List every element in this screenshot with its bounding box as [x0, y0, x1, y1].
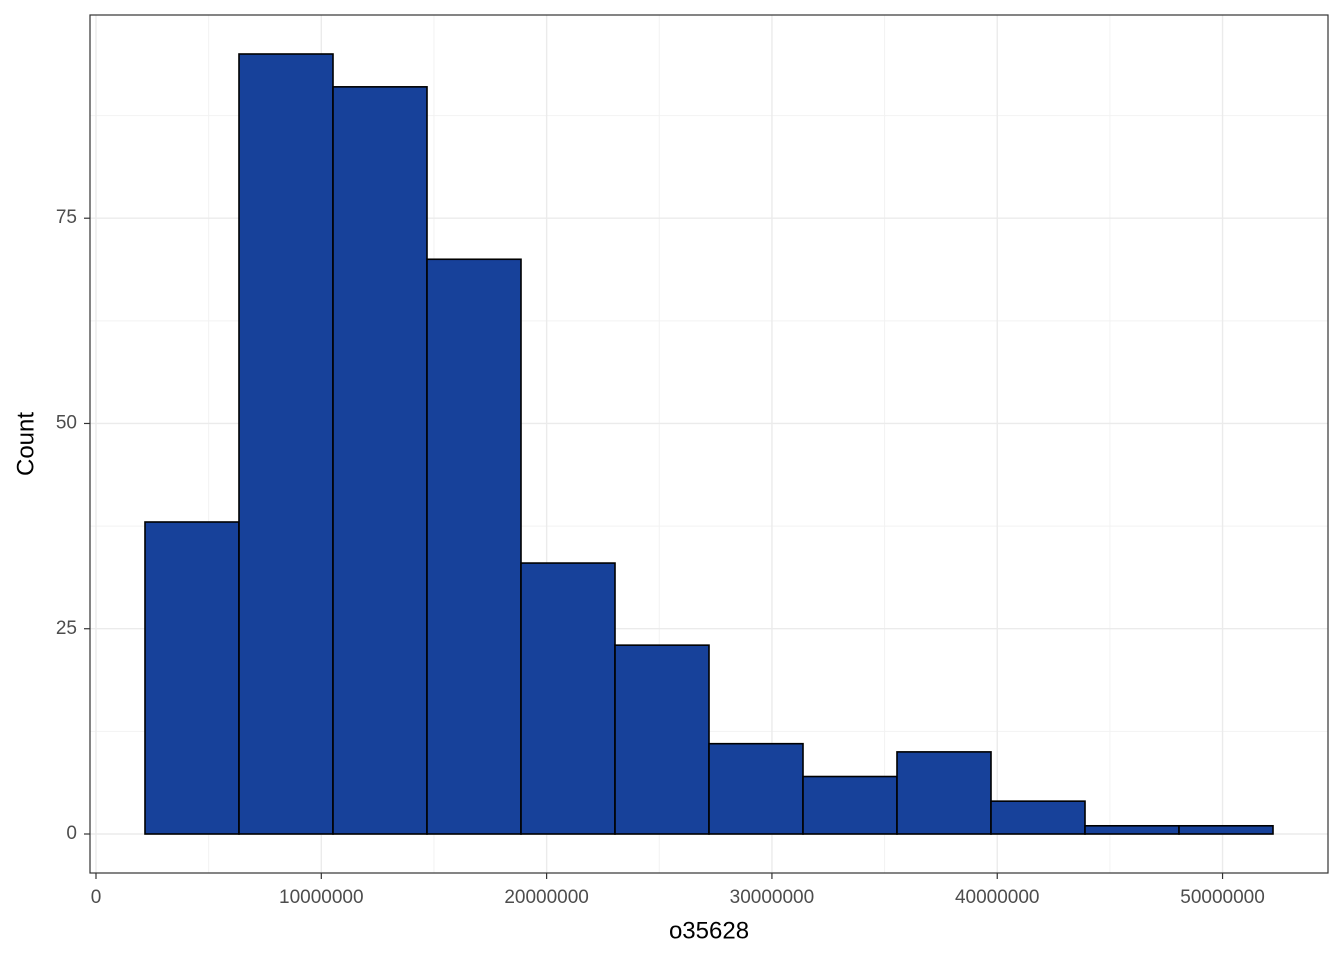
bar: [896, 751, 992, 835]
bar: [990, 800, 1086, 835]
bar: [802, 775, 898, 835]
bar: [1084, 824, 1180, 835]
y-axis-title: Count: [12, 412, 39, 476]
bar: [426, 258, 522, 835]
bar: [332, 86, 428, 835]
bar: [144, 521, 240, 835]
x-tick-label: 20000000: [504, 887, 589, 908]
x-tick-label: 0: [91, 887, 102, 908]
y-tick-label: 25: [56, 618, 77, 639]
bar: [614, 644, 710, 835]
bar: [708, 742, 804, 835]
bar: [520, 562, 616, 835]
bar: [1178, 824, 1274, 835]
y-tick-label: 50: [56, 412, 77, 433]
x-tick-label: 10000000: [279, 887, 364, 908]
x-tick-label: 40000000: [955, 887, 1040, 908]
bar: [238, 53, 334, 835]
y-tick-label: 0: [66, 823, 77, 844]
x-tick-label: 30000000: [730, 887, 815, 908]
x-axis-title: o35628: [669, 917, 749, 944]
bars: [144, 53, 1274, 835]
x-tick-label: 50000000: [1180, 887, 1265, 908]
y-tick-label: 75: [56, 207, 77, 228]
panel-border: [89, 14, 1329, 874]
